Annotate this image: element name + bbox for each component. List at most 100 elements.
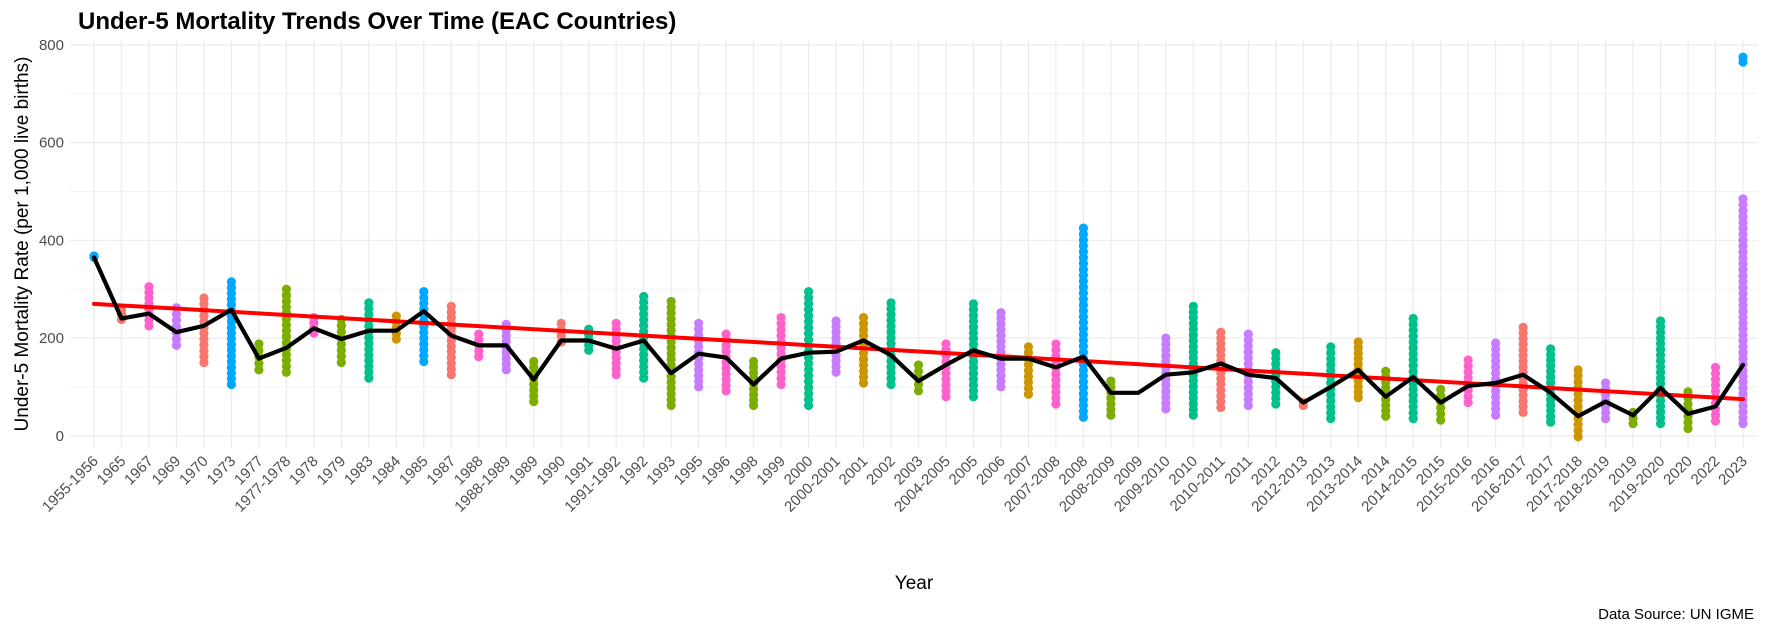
data-point — [281, 284, 291, 294]
data-point — [254, 365, 264, 375]
x-tick-label: 2011 — [1221, 453, 1256, 488]
data-point — [226, 277, 237, 287]
x-tick-label: 2001 — [836, 453, 872, 489]
data-point — [1463, 355, 1473, 365]
x-tick-label: 1989 — [506, 453, 542, 489]
x-tick-label: 1992 — [616, 453, 652, 489]
data-point — [254, 358, 264, 368]
x-tick-label: 1965 — [94, 453, 130, 489]
x-tick-label: 1990 — [533, 453, 569, 489]
x-tick-label: 1979 — [314, 453, 350, 489]
data-point — [419, 287, 429, 297]
x-tick-label: 2002 — [863, 453, 899, 489]
data-point — [666, 296, 676, 307]
x-tick-label: 1993 — [643, 453, 679, 489]
data-point — [1573, 365, 1583, 375]
data-point — [1600, 378, 1611, 388]
x-tick-label: 1970 — [176, 453, 212, 489]
x-axis-label: Year — [895, 573, 934, 594]
data-point — [1106, 376, 1116, 386]
x-tick-label: 1998 — [726, 453, 762, 489]
plot-panel — [70, 40, 1758, 448]
data-point — [1491, 338, 1501, 348]
x-tick-label: 1967 — [121, 453, 157, 489]
y-tick-label: 0 — [56, 428, 64, 445]
data-point — [913, 360, 924, 370]
data-point — [996, 308, 1006, 318]
x-tick-label: 1999 — [753, 453, 789, 489]
data-point — [639, 291, 649, 302]
y-axis-label: Under-5 Mortality Rate (per 1,000 live b… — [12, 57, 33, 432]
x-tick-label: 1995 — [671, 453, 707, 489]
x-tick-label: 1996 — [698, 453, 734, 489]
chart-lines — [91, 255, 1746, 419]
x-tick-label: 1987 — [423, 453, 459, 489]
data-point — [1161, 333, 1171, 343]
data-point — [1188, 301, 1198, 311]
data-point — [556, 318, 566, 329]
trend-line — [92, 301, 1745, 402]
data-point — [721, 329, 731, 339]
x-tick-label: 2005 — [946, 453, 982, 489]
data-point — [1216, 327, 1226, 337]
data-point — [1023, 342, 1034, 352]
data-point — [803, 287, 814, 297]
data-point — [831, 316, 841, 326]
data-point — [1051, 339, 1061, 349]
data-point — [913, 386, 924, 396]
data-point — [858, 312, 869, 323]
data-point — [474, 329, 484, 339]
x-tick-label: 2022 — [1688, 453, 1724, 489]
data-point — [694, 318, 704, 329]
data-point — [611, 318, 621, 329]
x-tick-label: 1984 — [369, 453, 405, 489]
data-point-outlier — [1738, 52, 1748, 62]
chart-title: Under-5 Mortality Trends Over Time (EAC … — [78, 8, 677, 35]
data-point — [1271, 348, 1281, 358]
data-point — [968, 299, 979, 309]
x-tick-label: 1973 — [204, 453, 240, 489]
data-point — [1381, 366, 1391, 376]
x-tick-label: 2020 — [1660, 453, 1696, 489]
mean-line — [91, 255, 1746, 419]
data-point — [1353, 337, 1363, 347]
data-point — [1408, 313, 1418, 324]
y-tick-label: 600 — [39, 135, 64, 152]
x-tick-label: 2006 — [973, 453, 1009, 489]
data-point — [749, 356, 759, 367]
y-tick-label: 400 — [39, 232, 64, 249]
data-point — [1243, 329, 1253, 339]
data-point — [199, 293, 209, 303]
data-point — [446, 301, 456, 311]
x-tick-label: 1985 — [396, 453, 432, 489]
data-point — [913, 366, 924, 377]
data-point — [364, 298, 374, 308]
data-point — [941, 339, 951, 349]
data-point — [1546, 344, 1556, 354]
data-point — [391, 311, 401, 321]
data-point — [254, 339, 264, 349]
data-point — [1326, 342, 1336, 352]
data-point — [1078, 223, 1088, 233]
data-point — [1655, 316, 1666, 326]
data-source-caption: Data Source: UN IGME — [1598, 606, 1754, 623]
x-tick-label: 2023 — [1715, 453, 1751, 489]
data-point — [776, 312, 786, 323]
y-tick-label: 800 — [39, 37, 64, 54]
x-tick-label: 1955-1956 — [39, 453, 102, 516]
data-point — [1710, 362, 1721, 372]
x-tick-label: 1969 — [149, 453, 185, 489]
x-axis-ticks: 1955-19561965196719691970197319771977-19… — [39, 453, 1751, 516]
data-point — [144, 282, 154, 292]
data-point — [1738, 194, 1748, 204]
data-point — [529, 356, 539, 367]
chart-grid — [70, 40, 1758, 448]
data-point — [886, 298, 896, 308]
y-axis-ticks: 0 200 400 600 800 — [39, 37, 64, 445]
x-tick-label: 1983 — [341, 453, 377, 489]
x-tick-label: 1978 — [286, 453, 322, 489]
data-point — [1436, 384, 1446, 394]
y-tick-label: 200 — [39, 330, 64, 347]
data-point — [1518, 322, 1528, 332]
